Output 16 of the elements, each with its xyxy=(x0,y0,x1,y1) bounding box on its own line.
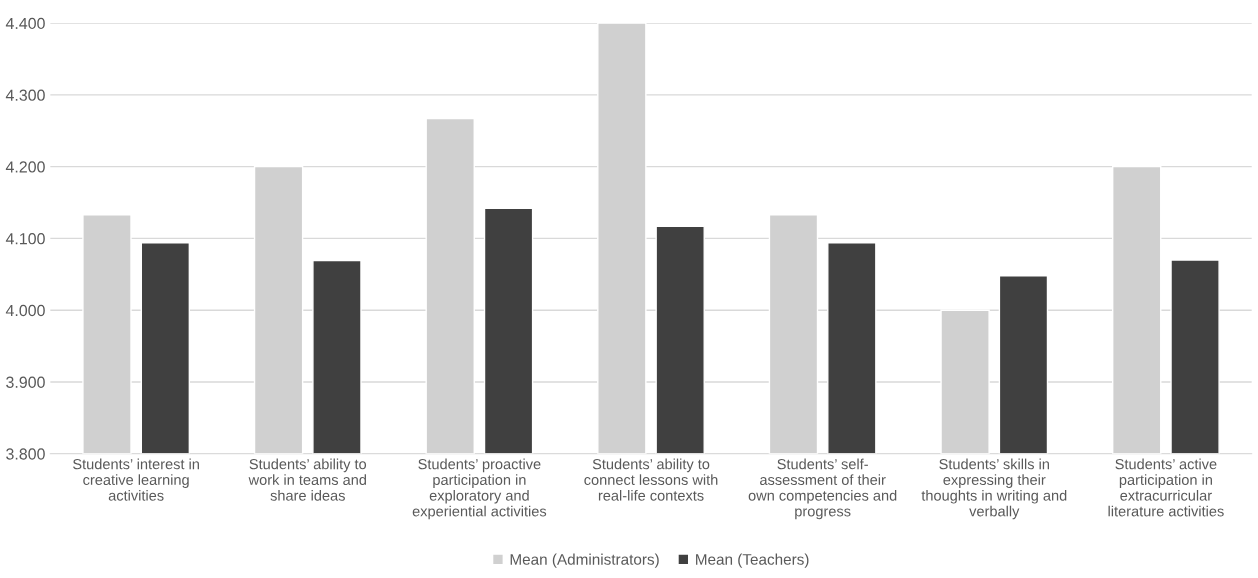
y-tick-label: 4.000 xyxy=(5,304,45,317)
y-tick-label: 3.800 xyxy=(6,448,45,460)
x-tick-label: Students’ active participation in extracurricular literature activities xyxy=(1108,458,1224,517)
y-tick-label: 3.900 xyxy=(6,376,45,388)
legend-label: Mean (Teachers) xyxy=(696,553,809,568)
x-tick-label: Students’ proactive participation in exploratory and experiential activities xyxy=(412,458,547,520)
x-tick-label: Students’ ability to connect lessons with real-life contexts xyxy=(584,458,718,501)
y-tick-label: 4.100 xyxy=(5,233,45,245)
y-tick-label: 4.200 xyxy=(5,161,45,173)
x-tick-label: Students’ self- assessment of their own competencies and progress xyxy=(748,458,897,520)
x-tick-label: Students’ interest in creative learning activities xyxy=(73,458,199,501)
legend-label: Mean (Administrators) xyxy=(510,553,659,568)
y-tick-label: 4.300 xyxy=(5,89,45,101)
x-tick-label: Students’ ability to work in teams and share ideas xyxy=(248,458,367,501)
x-tick-label: Students’ skills in expressing their thoughts in writing and verbally xyxy=(921,458,1067,520)
y-tick-label: 4.400 xyxy=(5,17,45,30)
